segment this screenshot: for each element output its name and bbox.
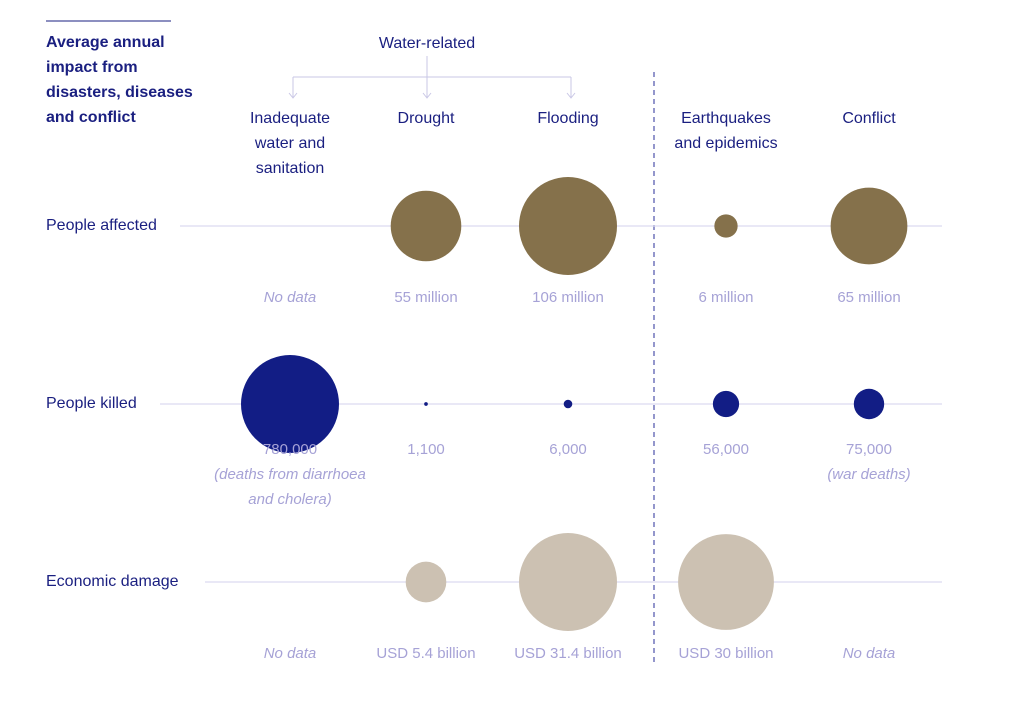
bubble (853, 388, 885, 420)
bubble (390, 190, 462, 262)
value-label: 55 million (394, 289, 458, 306)
row-label: Economic damage (46, 573, 179, 590)
bubble (830, 187, 908, 265)
bubble (519, 177, 617, 275)
bubble (678, 534, 774, 630)
value-label: No data (263, 289, 317, 306)
column-header: Conflict (842, 110, 896, 127)
value-label: 780,000 (262, 441, 318, 458)
bubble (563, 399, 573, 409)
value-label: 56,000 (703, 441, 749, 458)
column-header: Drought (397, 110, 455, 127)
column-header: Flooding (537, 110, 599, 127)
value-note: (war deaths) (827, 466, 911, 483)
value-label: USD 31.4 billion (514, 645, 622, 662)
bubble (405, 561, 447, 603)
value-label: 75,000 (846, 441, 892, 458)
row-label: People affected (46, 217, 157, 234)
bubble (519, 533, 617, 631)
bracket-line (292, 56, 572, 97)
group-label: Water-related (378, 35, 476, 52)
arrow-down-icon (566, 92, 576, 99)
value-note: (deaths from diarrhoea and cholera) (214, 466, 366, 508)
value-label: USD 30 billion (678, 645, 774, 662)
bubble (712, 390, 740, 418)
column-header: Earthquakes and epidemics (674, 110, 778, 152)
column-header: Inadequate water and sanitation (249, 110, 331, 177)
value-label: 65 million (837, 289, 901, 306)
value-label: No data (263, 645, 317, 662)
value-label: 6,000 (549, 441, 587, 458)
value-label: 1,100 (407, 441, 445, 458)
bubble (714, 214, 738, 238)
value-label: 106 million (532, 289, 604, 306)
arrow-down-icon (422, 92, 432, 99)
value-label: 6 million (698, 289, 754, 306)
value-label: USD 5.4 billion (376, 645, 476, 662)
arrow-down-icon (288, 92, 298, 99)
chart-title: Average annual impact from disasters, di… (46, 34, 193, 126)
bubble (241, 355, 339, 453)
bubble (424, 402, 428, 406)
value-label: No data (842, 645, 896, 662)
row-label: People killed (46, 395, 137, 412)
